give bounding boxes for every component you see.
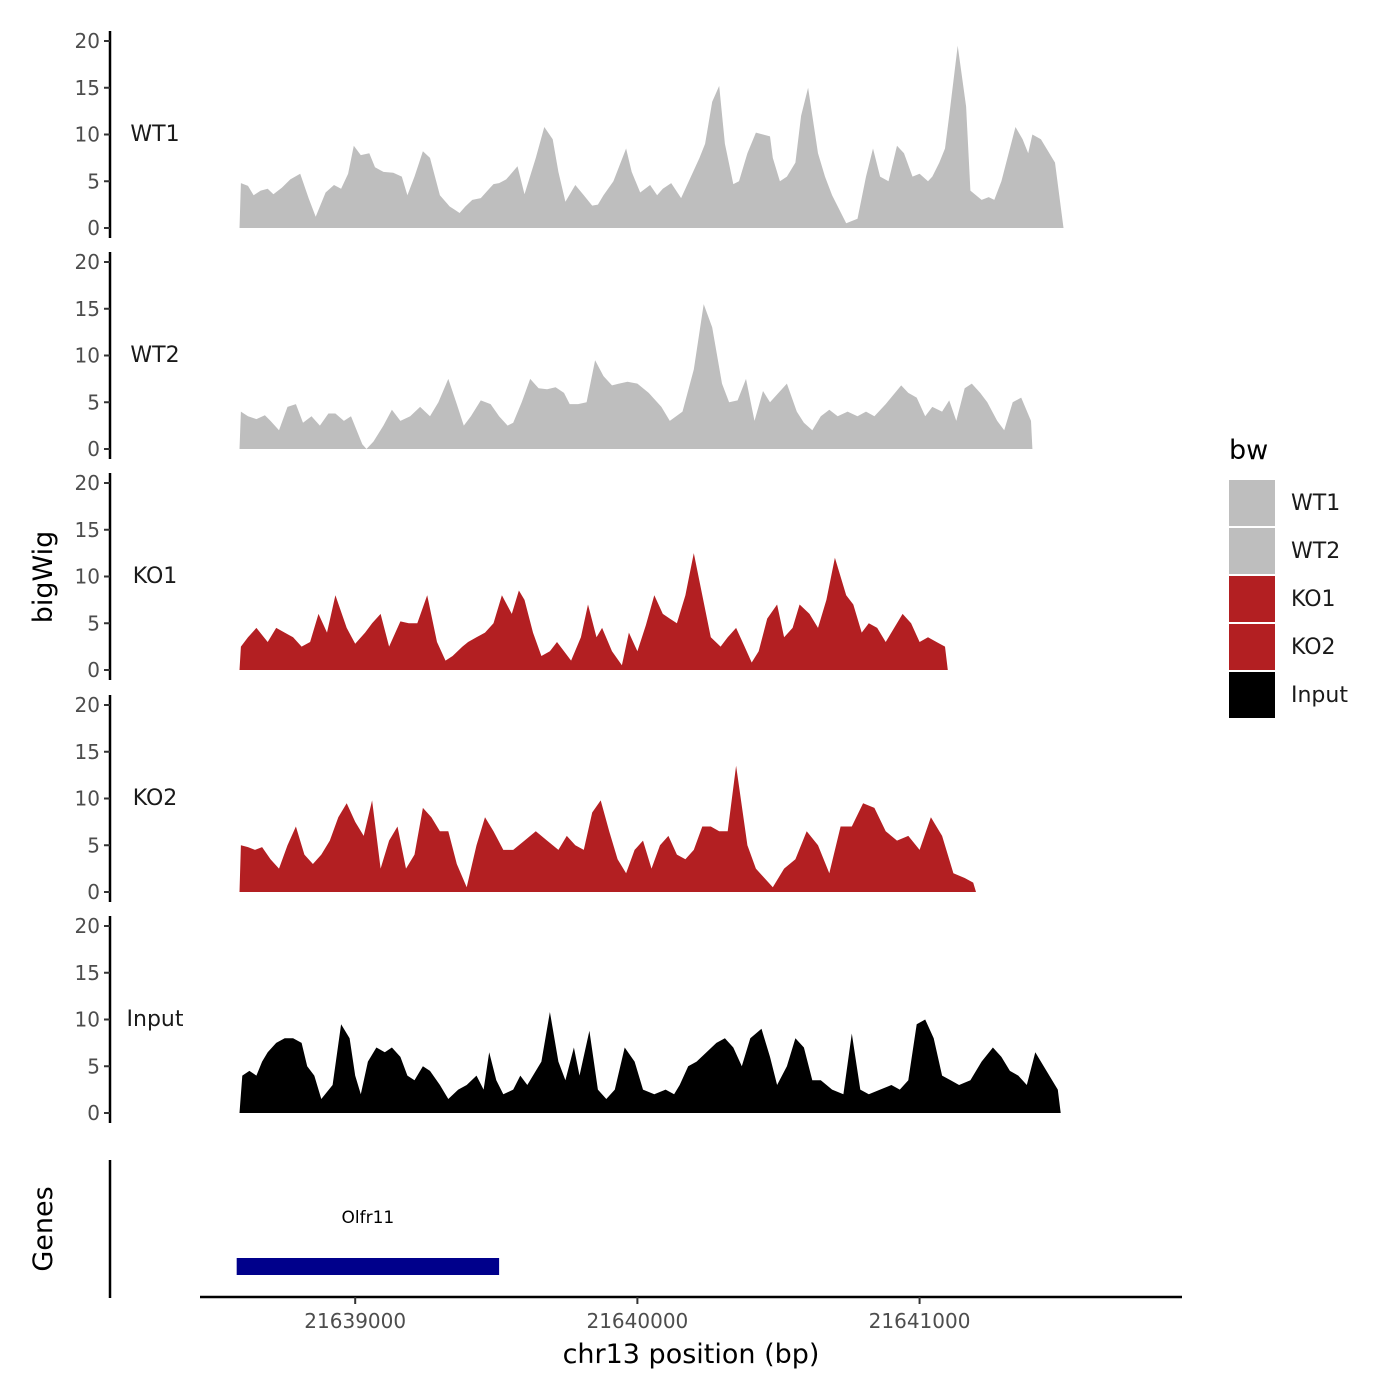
y-tick-label-ko1: 20	[75, 471, 100, 495]
legend-label-ko2: KO2	[1291, 635, 1336, 660]
y-tick-label-wt2: 20	[75, 250, 100, 274]
track-label-wt2: WT2	[130, 343, 179, 368]
y-axis-title: bigWig	[28, 531, 59, 624]
legend-title: bw	[1229, 435, 1268, 466]
y-tick-label-wt2: 15	[75, 297, 100, 321]
x-tick-label: 21639000	[304, 1309, 406, 1333]
y-tick-label-wt1: 15	[75, 76, 100, 100]
y-tick-label-input: 15	[75, 961, 100, 985]
y-tick-label-ko1: 5	[87, 611, 100, 635]
y-tick-label-ko2: 0	[87, 880, 100, 904]
track-label-ko2: KO2	[133, 786, 178, 811]
x-tick-label: 21640000	[586, 1309, 688, 1333]
track-label-input: Input	[127, 1007, 184, 1032]
y-tick-label-wt2: 10	[75, 344, 100, 368]
track-label-ko1: KO1	[133, 564, 178, 589]
legend-swatch-wt2	[1229, 528, 1275, 574]
y-tick-label-ko2: 10	[75, 787, 100, 811]
gene-bar-olfr11	[236, 1258, 500, 1275]
y-tick-label-wt2: 0	[87, 437, 100, 461]
y-tick-label-wt1: 0	[87, 216, 100, 240]
legend-label-input: Input	[1291, 683, 1348, 708]
x-tick-label: 21641000	[869, 1309, 971, 1333]
gene-label-olfr11: Olfr11	[342, 1208, 395, 1228]
genes-axis-title: Genes	[28, 1186, 59, 1271]
y-tick-label-ko1: 15	[75, 518, 100, 542]
legend-label-wt2: WT2	[1291, 539, 1340, 564]
y-tick-label-wt1: 10	[75, 123, 100, 147]
legend-label-wt1: WT1	[1291, 491, 1340, 516]
legend-swatch-input	[1229, 672, 1275, 718]
legend-swatch-ko2	[1229, 624, 1275, 670]
y-tick-label-wt1: 20	[75, 29, 100, 53]
y-tick-label-ko1: 0	[87, 658, 100, 682]
legend-swatch-wt1	[1229, 480, 1275, 526]
y-tick-label-input: 0	[87, 1101, 100, 1125]
y-tick-label-ko2: 20	[75, 693, 100, 717]
y-tick-label-wt1: 5	[87, 169, 100, 193]
y-tick-label-ko1: 10	[75, 565, 100, 589]
y-tick-label-input: 5	[87, 1054, 100, 1078]
x-axis-title: chr13 position (bp)	[563, 1339, 820, 1370]
y-tick-label-wt2: 5	[87, 390, 100, 414]
y-tick-label-input: 10	[75, 1008, 100, 1032]
y-tick-label-ko2: 15	[75, 740, 100, 764]
track-label-wt1: WT1	[130, 122, 179, 147]
track-area-input	[239, 1012, 1061, 1113]
track-area-ko1	[239, 553, 948, 670]
legend-label-ko1: KO1	[1291, 587, 1336, 612]
legend-swatch-ko1	[1229, 576, 1275, 622]
track-area-wt1	[239, 45, 1064, 229]
track-area-wt2	[239, 304, 1033, 449]
track-area-ko2	[239, 765, 976, 892]
y-tick-label-ko2: 5	[87, 833, 100, 857]
y-tick-label-input: 20	[75, 914, 100, 938]
